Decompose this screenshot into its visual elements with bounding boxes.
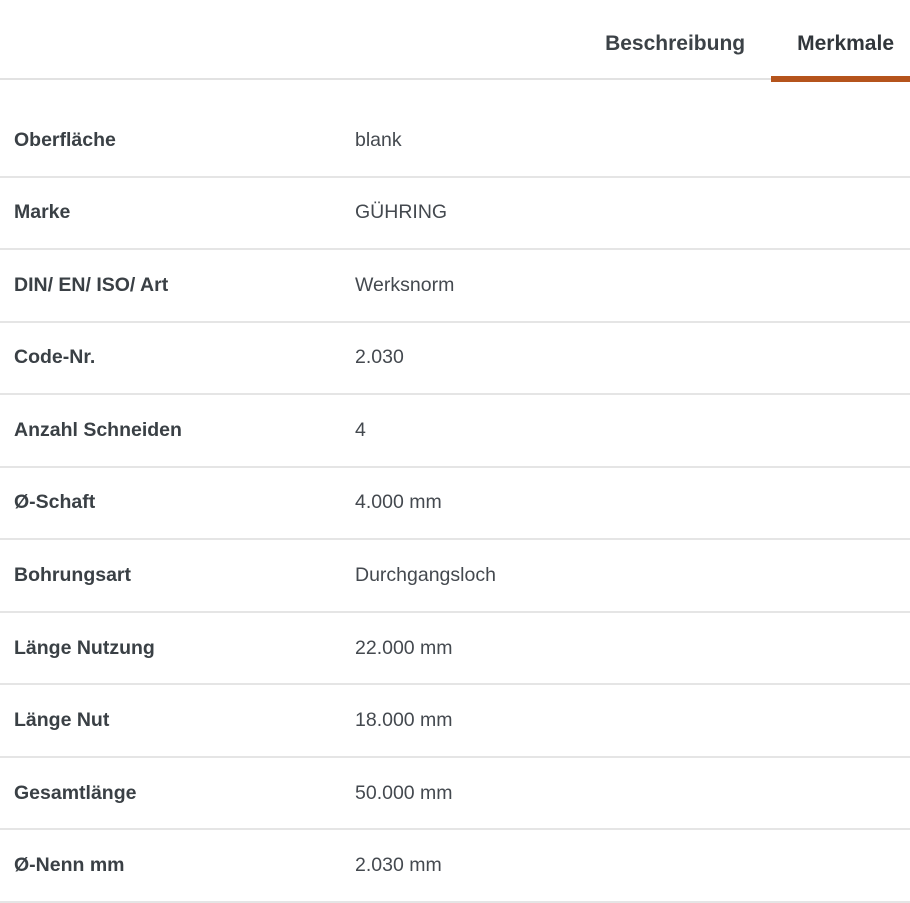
table-row: Ø-Nenn mm 2.030 mm [0, 830, 910, 903]
row-value: 4 [355, 418, 366, 441]
row-label: Länge Nutzung [14, 636, 155, 659]
tab-bar: Beschreibung Merkmale [0, 0, 910, 82]
row-label: DIN/ EN/ ISO/ Art [14, 273, 169, 296]
row-value: 18.000 mm [355, 709, 453, 732]
row-value: 4.000 mm [355, 491, 442, 514]
row-label: Bohrungsart [14, 564, 131, 587]
row-label: Gesamtlänge [14, 781, 137, 804]
row-label: Oberfläche [14, 128, 116, 151]
table-row: Länge Nut 18.000 mm [0, 685, 910, 758]
table-row: Länge Nutzung 22.000 mm [0, 613, 910, 686]
row-value: 50.000 mm [355, 781, 453, 804]
table-row: Bohrungsart Durchgangsloch [0, 540, 910, 613]
table-row: Ø-Schaft 4.000 mm [0, 468, 910, 541]
table-row: DIN/ EN/ ISO/ Art Werksnorm [0, 250, 910, 323]
row-value: GÜHRING [355, 201, 448, 224]
row-label: Ø-Schaft [14, 491, 96, 514]
row-value: blank [355, 128, 402, 151]
table-row: Marke GÜHRING [0, 178, 910, 251]
row-label: Ø-Nenn mm [14, 854, 125, 877]
spec-table: Oberfläche blank Marke GÜHRING DIN/ EN/ ISO/… [0, 105, 910, 903]
table-row: Code-Nr. 2.030 [0, 323, 910, 396]
row-label: Marke [14, 201, 71, 224]
row-value: 2.030 mm [355, 854, 442, 877]
row-label: Code-Nr. [14, 346, 96, 369]
row-value: 22.000 mm [355, 636, 453, 659]
row-label: Länge Nut [14, 709, 110, 732]
tab-beschreibung[interactable]: Beschreibung [605, 32, 746, 55]
row-value: Durchgangsloch [355, 564, 496, 587]
row-label: Anzahl Schneiden [14, 418, 182, 441]
tab-merkmale[interactable]: Merkmale [771, 0, 910, 82]
table-row: Anzahl Schneiden 4 [0, 395, 910, 468]
row-value: Werksnorm [355, 273, 455, 296]
table-row: Gesamtlänge 50.000 mm [0, 758, 910, 831]
row-value: 2.030 [355, 346, 404, 369]
table-row: Oberfläche blank [0, 105, 910, 178]
